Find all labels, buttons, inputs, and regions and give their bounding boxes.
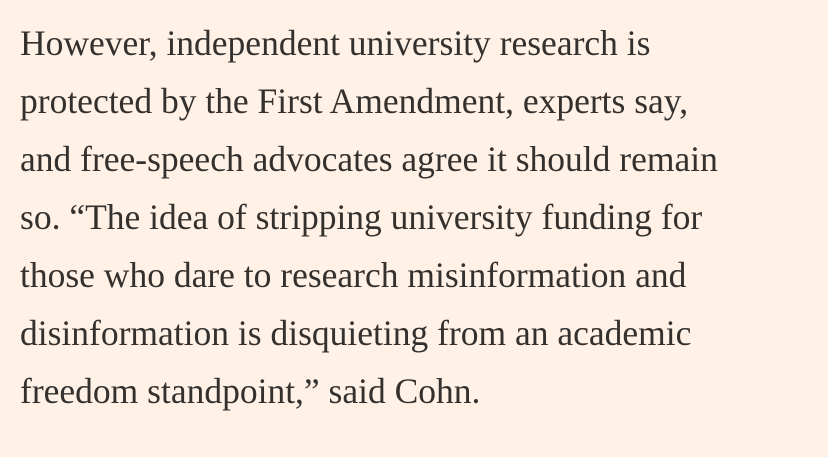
paragraph-line: freedom standpoint,” said Cohn. [20, 371, 481, 411]
paragraph-line: those who dare to research misinformatio… [20, 255, 687, 295]
article-paragraph: However, independent university research… [20, 14, 818, 420]
paragraph-line: so. “The idea of stripping university fu… [20, 197, 703, 237]
paragraph-line: However, independent university research… [20, 23, 651, 63]
paragraph-line: and free-speech advocates agree it shoul… [20, 139, 718, 179]
paragraph-line: protected by the First Amendment, expert… [20, 81, 689, 121]
paragraph-line: disinformation is disquieting from an ac… [20, 313, 692, 353]
